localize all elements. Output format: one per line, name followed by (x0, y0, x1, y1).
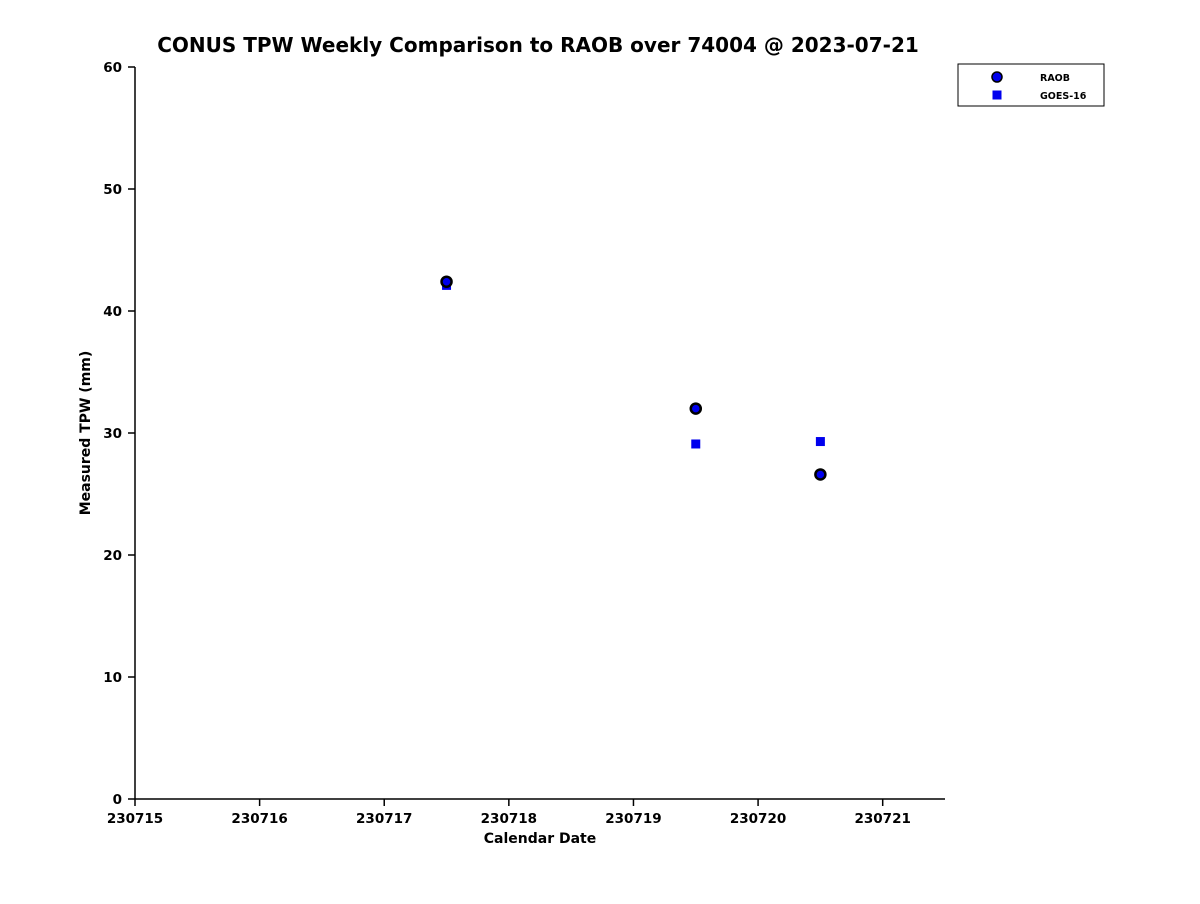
data-point-raob (440, 275, 453, 288)
data-point-raob (814, 468, 827, 481)
legend: RAOB GOES-16 (957, 63, 1105, 107)
legend-label-raob: RAOB (1040, 73, 1070, 84)
y-axis-label: Measured TPW (mm) (78, 351, 94, 516)
x-axis-label: Calendar Date (484, 831, 597, 847)
x-tick-label: 230721 (855, 811, 911, 827)
y-tick-label: 50 (103, 182, 122, 198)
data-point-raob (689, 402, 703, 415)
y-tick-label: 10 (103, 670, 122, 686)
y-tick-label: 20 (103, 548, 122, 564)
x-tick-label: 230715 (107, 811, 163, 827)
y-tick-label: 40 (103, 304, 122, 320)
x-tick-label: 230716 (231, 811, 287, 827)
x-tick-label: 230717 (356, 811, 412, 827)
x-tick-label: 230719 (605, 811, 661, 827)
legend-box (957, 63, 1105, 107)
x-tick-label: 230718 (481, 811, 537, 827)
chart-title: CONUS TPW Weekly Comparison to RAOB over… (157, 33, 919, 57)
data-point-goes-16 (691, 439, 701, 449)
legend-marker-raob-circle-icon (991, 71, 1003, 83)
x-tick-label: 230720 (730, 811, 786, 827)
y-tick-label: 60 (103, 60, 122, 76)
data-point-goes-16 (815, 437, 825, 447)
legend-label-goes16: GOES-16 (1040, 91, 1087, 102)
plot-area: 230715 230716 230717 230718 230719 230720 2307… (103, 60, 945, 827)
y-tick-label: 30 (103, 426, 122, 442)
y-tick-label: 0 (113, 792, 122, 808)
legend-marker-goes16-square-icon (992, 90, 1002, 100)
